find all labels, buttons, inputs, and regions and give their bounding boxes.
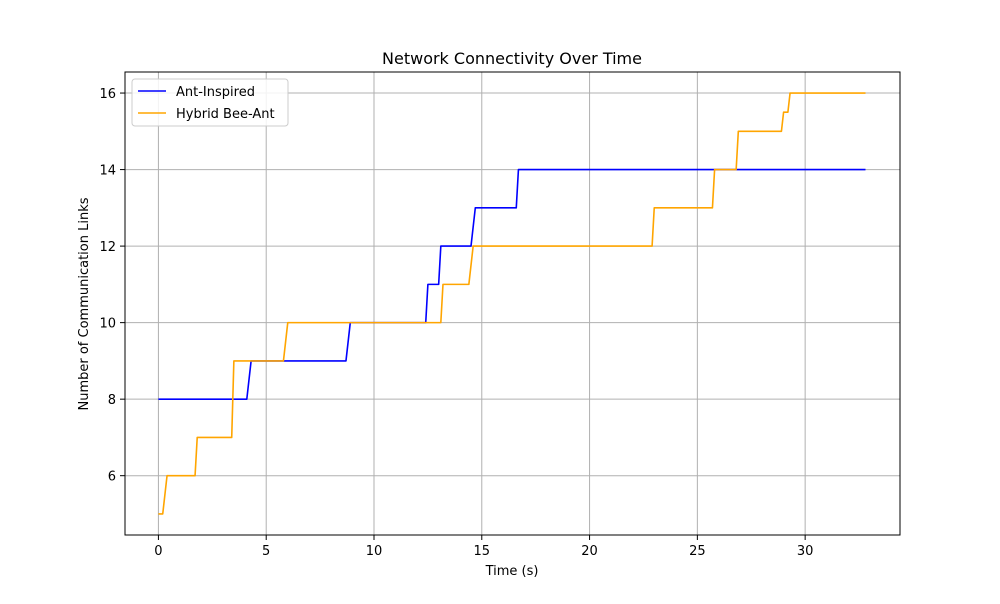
legend: Ant-Inspired Hybrid Bee-Ant: [131, 78, 289, 127]
y-axis: 6 8 10 12 14 16: [99, 87, 125, 485]
plot-area-frame: [124, 71, 901, 536]
chart-title: Network Connectivity Over Time: [382, 49, 642, 68]
y-tick-label: 8: [108, 393, 116, 408]
series-line-1: [158, 168, 866, 400]
y-tick-label: 12: [99, 240, 116, 255]
legend-label-1: Ant-Inspired: [176, 85, 255, 100]
y-tick-label: 14: [99, 164, 116, 179]
x-tick-label: 10: [366, 544, 383, 559]
legend-box: [131, 78, 289, 127]
grid-lines: [125, 72, 900, 535]
y-tick-label: 10: [99, 317, 116, 332]
x-tick-label: 15: [474, 544, 491, 559]
legend-label-2: Hybrid Bee-Ant: [176, 107, 275, 122]
x-axis-label: Time (s): [485, 564, 539, 579]
y-tick-label: 6: [108, 470, 116, 485]
x-tick-label: 25: [689, 544, 706, 559]
series-line-2: [158, 92, 866, 515]
x-tick-label: 5: [262, 544, 270, 559]
x-axis: 0 5 10 15 20 25 30: [154, 535, 813, 559]
x-tick-label: 30: [797, 544, 814, 559]
y-axis-label: Number of Communication Links: [77, 197, 92, 410]
x-tick-label: 20: [581, 544, 598, 559]
x-tick-label: 0: [154, 544, 162, 559]
y-tick-label: 16: [99, 87, 116, 102]
series-lines: [158, 92, 866, 515]
